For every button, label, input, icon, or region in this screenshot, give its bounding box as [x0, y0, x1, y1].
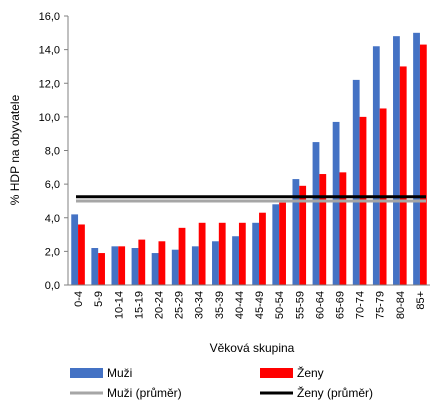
- bar-zeny-20-24: [158, 241, 166, 285]
- y-tick-label: 6,0: [45, 179, 60, 191]
- y-tick-label: 0,0: [45, 280, 60, 292]
- bar-muzi-60-64: [312, 142, 320, 285]
- bar-muzi-70-74: [352, 79, 360, 285]
- x-tick-label: 35-39: [214, 291, 226, 319]
- x-tick-label: 70-74: [355, 291, 367, 319]
- bar-muzi-85+: [413, 32, 420, 285]
- bar-muzi-15-19: [131, 248, 139, 285]
- bar-zeny-35-39: [218, 222, 226, 285]
- bar-zeny-40-44: [238, 222, 246, 285]
- x-tick-label: 80-84: [395, 291, 407, 319]
- bar-zeny-30-34: [198, 222, 206, 285]
- bar-zeny-25-29: [178, 227, 186, 285]
- bar-zeny-65-69: [339, 172, 347, 285]
- x-tick-label: 25-29: [174, 291, 186, 319]
- x-axis-ticks: 0-4 5-9 10-14 15-19 20-24 25-29 30-34 35-39 40-4…: [73, 291, 427, 319]
- bar-muzi-10-14: [111, 246, 119, 285]
- x-tick-label: 85+: [415, 291, 427, 310]
- y-axis-title: % HDP na obyvatele: [8, 94, 22, 205]
- y-tick-label: 2,0: [45, 246, 60, 258]
- bar-muzi-40-44: [232, 236, 239, 285]
- reference-lines: [76, 195, 426, 203]
- bar-zeny-45-49: [259, 212, 266, 285]
- bar-muzi-25-29: [171, 249, 179, 285]
- legend-swatch-zeny: [260, 368, 293, 378]
- x-tick-label: 75-79: [375, 291, 387, 319]
- y-tick-label: 4,0: [45, 213, 60, 225]
- bar-muzi-35-39: [212, 241, 219, 285]
- legend: Muži Ženy Muži (průměr) Ženy (průměr): [70, 365, 373, 400]
- bar-muzi-50-54: [272, 204, 280, 285]
- bar-zeny-85+: [419, 44, 427, 285]
- bars: [71, 32, 427, 286]
- bar-muzi-5-9: [91, 248, 99, 285]
- legend-label-zeny-prumer: Ženy (průměr): [297, 385, 373, 400]
- bar-zeny-0-4: [78, 224, 85, 285]
- bar-zeny-50-54: [279, 202, 286, 285]
- bar-muzi-75-79: [372, 46, 380, 286]
- y-tick-label: 10,0: [39, 112, 60, 124]
- x-tick-label: 0-4: [73, 291, 85, 307]
- x-axis-title: Věková skupina: [210, 341, 295, 355]
- y-tick-label: 16,0: [39, 11, 60, 23]
- bar-muzi-80-84: [393, 36, 400, 285]
- x-tick-label: 5-9: [93, 291, 105, 307]
- y-tick-label: 12,0: [39, 78, 60, 90]
- y-tick-label: 8,0: [45, 146, 60, 158]
- x-tick-label: 40-44: [234, 291, 246, 319]
- x-tick-label: 45-49: [254, 291, 266, 319]
- bar-muzi-30-34: [191, 246, 199, 285]
- bar-muzi-20-24: [151, 253, 159, 285]
- y-tick-label: 14,0: [39, 45, 60, 57]
- bar-muzi-45-49: [252, 222, 260, 285]
- x-tick-label: 50-54: [274, 291, 286, 319]
- x-tick-label: 65-69: [335, 291, 347, 319]
- legend-label-muzi: Muži: [107, 366, 132, 380]
- x-tick-label: 10-14: [113, 291, 125, 319]
- bar-zeny-5-9: [98, 253, 105, 285]
- bar-zeny-80-84: [399, 66, 407, 285]
- bar-zeny-10-14: [118, 246, 126, 285]
- bar-muzi-0-4: [71, 214, 79, 285]
- x-tick-label: 20-24: [154, 291, 166, 319]
- x-tick-label: 30-34: [194, 291, 206, 319]
- bar-muzi-65-69: [332, 121, 340, 285]
- bar-zeny-60-64: [319, 174, 327, 285]
- bar-muzi-55-59: [292, 179, 300, 285]
- x-tick-label: 15-19: [133, 291, 145, 319]
- y-axis-ticks: 0,0 2,0 4,0 6,0 8,0 10,0 12,0 14,0 16,0: [39, 11, 68, 292]
- x-tick-label: 55-59: [294, 291, 306, 319]
- legend-swatch-muzi: [70, 368, 103, 378]
- bar-zeny-55-59: [299, 185, 307, 285]
- legend-label-muzi-prumer: Muži (průměr): [107, 386, 182, 400]
- bar-zeny-15-19: [138, 239, 146, 285]
- legend-label-zeny: Ženy: [297, 365, 324, 380]
- x-tick-label: 60-64: [314, 291, 326, 319]
